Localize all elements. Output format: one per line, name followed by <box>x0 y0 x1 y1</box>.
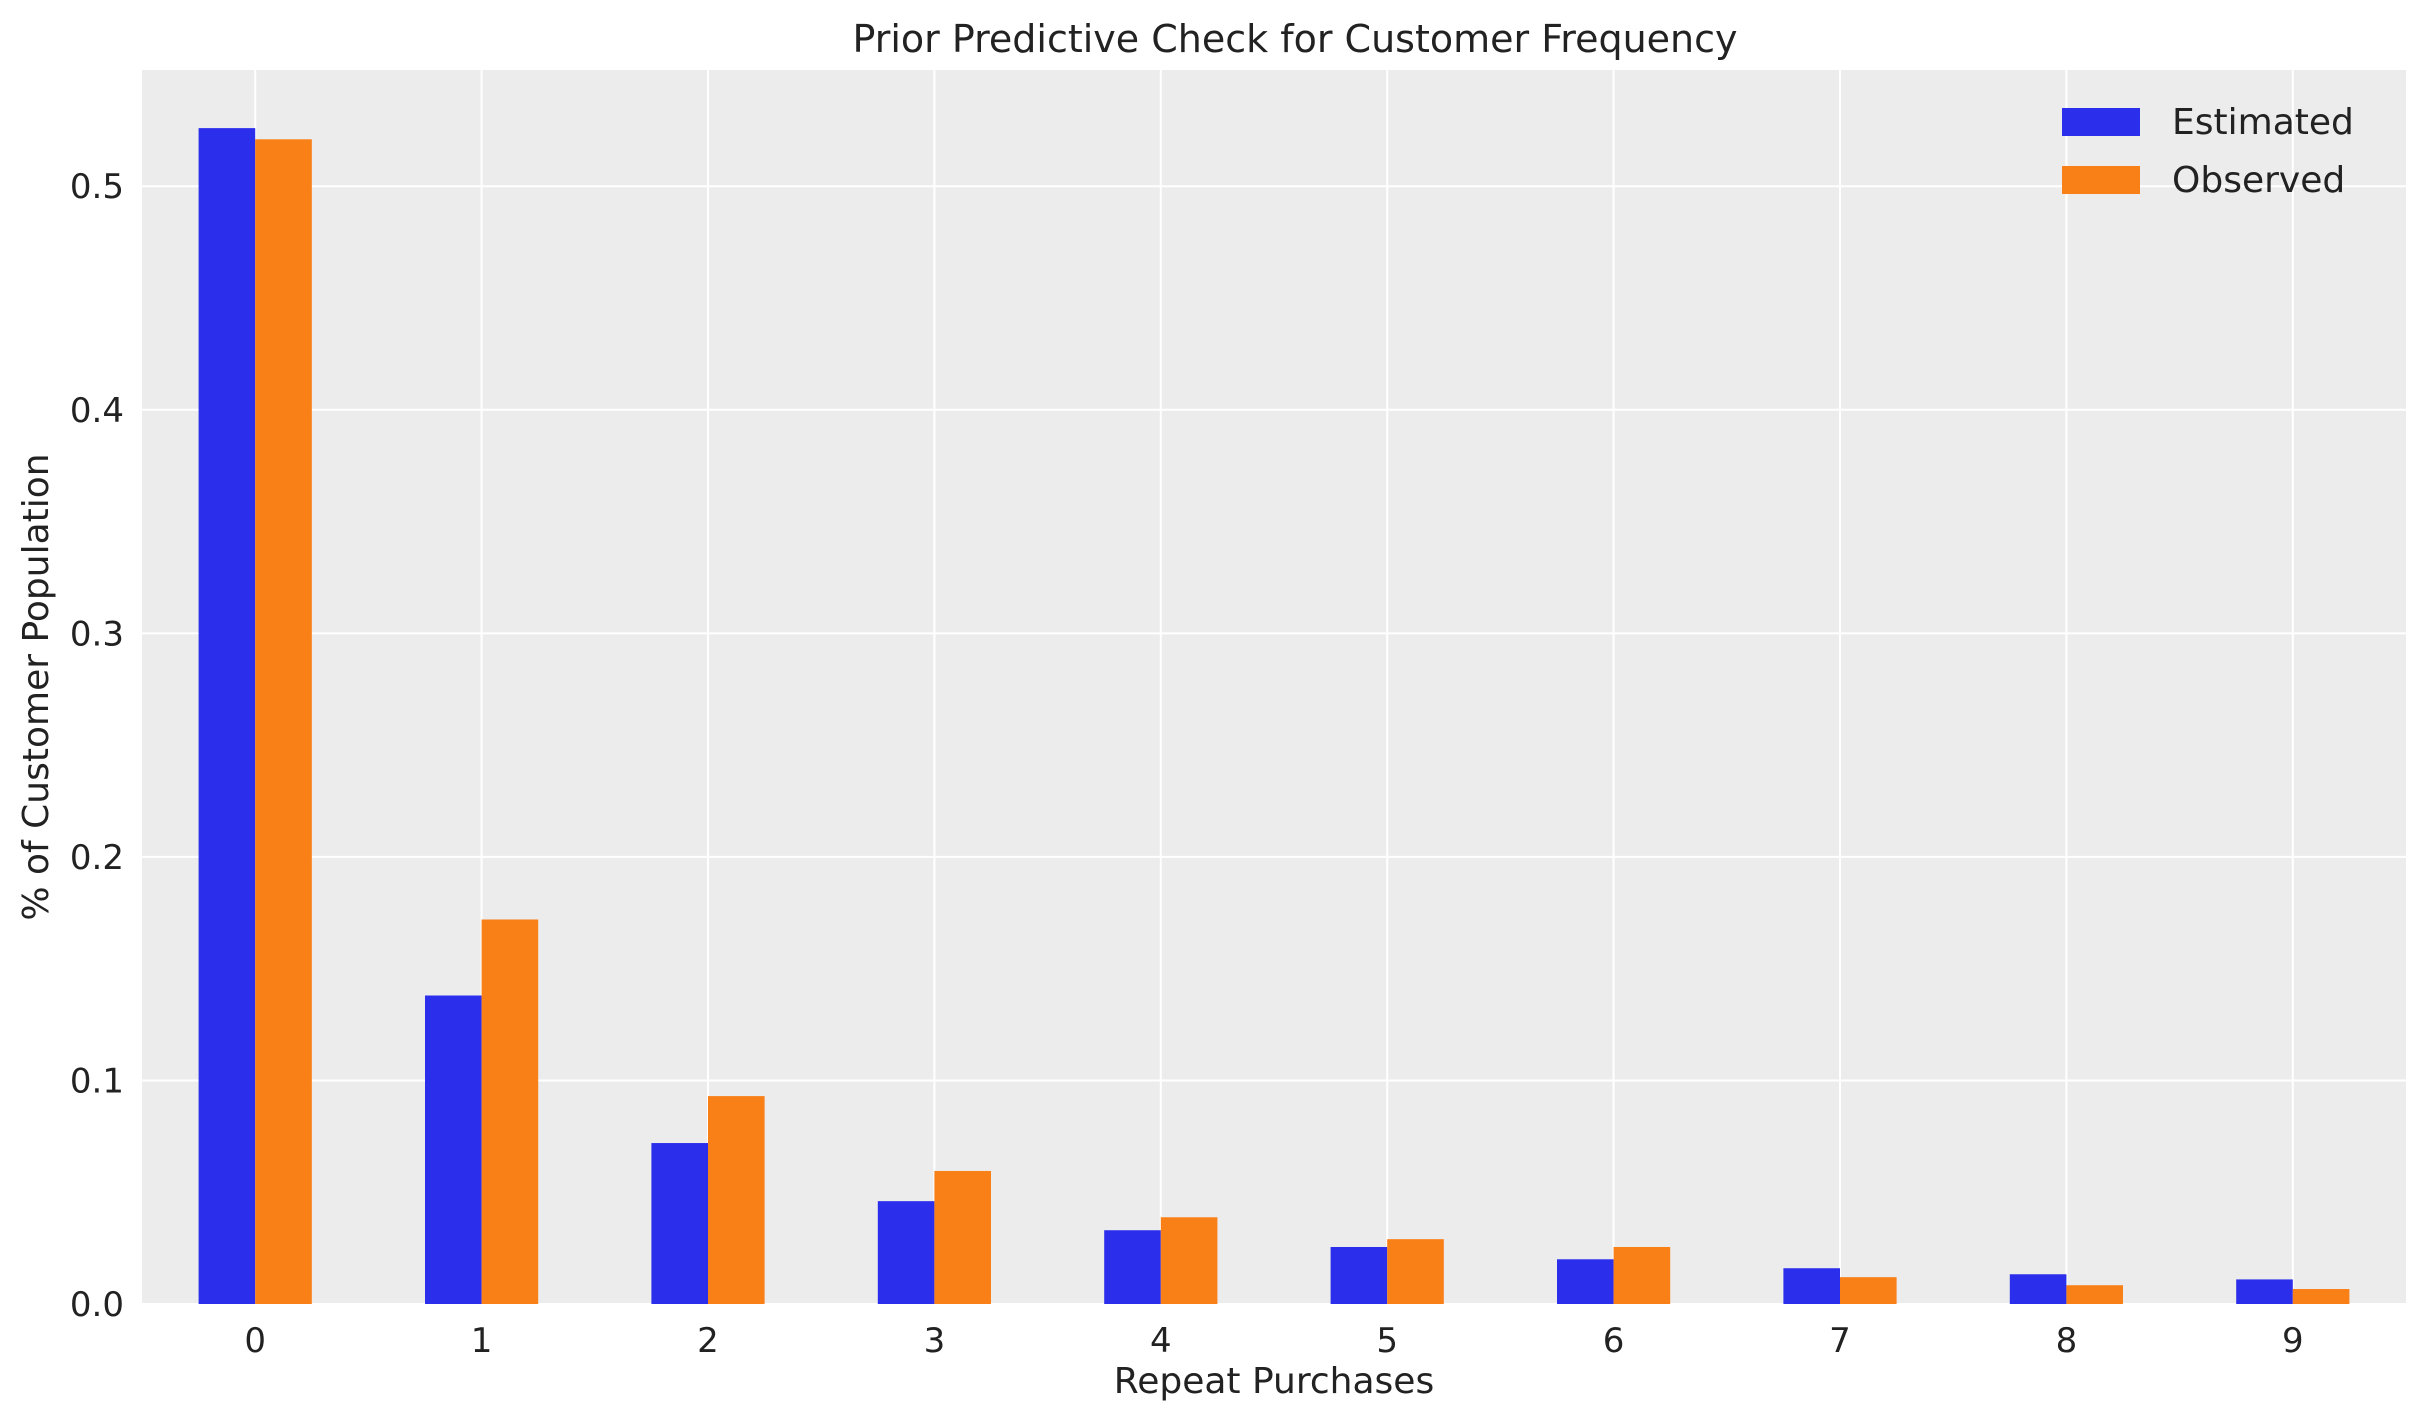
bar-estimated-8 <box>2009 1274 2067 1304</box>
bars <box>198 128 2350 1305</box>
bar-observed-6 <box>1613 1246 1671 1304</box>
x-tick-label: 6 <box>1603 1321 1625 1361</box>
bar-observed-1 <box>481 919 539 1304</box>
bar-estimated-5 <box>1330 1246 1388 1304</box>
y-tick-label: 0.2 <box>70 838 124 878</box>
bar-estimated-1 <box>425 995 482 1304</box>
bar-observed-7 <box>1840 1277 1897 1304</box>
legend: Estimated Observed <box>2062 102 2354 201</box>
bar-estimated-6 <box>1557 1259 1614 1304</box>
y-axis-label: % of Customer Population <box>16 453 57 920</box>
y-tick-label: 0.1 <box>70 1061 124 1101</box>
x-tick-label: 2 <box>697 1321 719 1361</box>
x-tick-label: 3 <box>924 1321 946 1361</box>
x-tick-label: 4 <box>1150 1321 1172 1361</box>
bar-estimated-2 <box>651 1143 708 1304</box>
tick-labels: 0 1 2 3 4 5 6 7 8 9 0.0 0.1 0.2 0.3 0.4 0.5 <box>70 167 2304 1361</box>
bar-observed-3 <box>934 1170 991 1304</box>
bar-estimated-3 <box>877 1201 935 1304</box>
y-tick-label: 0.3 <box>70 614 124 654</box>
bar-estimated-9 <box>2236 1279 2293 1304</box>
x-tick-label: 1 <box>471 1321 493 1361</box>
x-tick-label: 7 <box>1829 1321 1851 1361</box>
chart-title: Prior Predictive Check for Customer Freq… <box>852 17 1737 61</box>
legend-label-estimated: Estimated <box>2172 102 2354 143</box>
bar-estimated-4 <box>1104 1230 1161 1304</box>
bar-estimated-7 <box>1783 1268 1840 1304</box>
bar-observed-0 <box>255 139 312 1304</box>
bar-estimated-0 <box>198 128 256 1305</box>
x-tick-label: 0 <box>244 1321 266 1361</box>
bar-observed-4 <box>1160 1217 1218 1304</box>
bar-observed-2 <box>708 1096 765 1304</box>
y-tick-label: 0.0 <box>70 1285 124 1325</box>
legend-swatch-observed <box>2062 166 2140 194</box>
x-tick-label: 5 <box>1376 1321 1398 1361</box>
bar-observed-8 <box>2066 1285 2123 1304</box>
y-tick-label: 0.4 <box>70 391 124 431</box>
y-tick-label: 0.5 <box>70 167 124 207</box>
x-axis-label: Repeat Purchases <box>1114 1361 1434 1402</box>
legend-swatch-estimated <box>2062 108 2140 136</box>
x-tick-label: 8 <box>2056 1321 2078 1361</box>
legend-label-observed: Observed <box>2172 160 2345 201</box>
bar-observed-9 <box>2292 1289 2350 1304</box>
bar-observed-5 <box>1387 1239 1444 1304</box>
x-tick-label: 9 <box>2282 1321 2304 1361</box>
